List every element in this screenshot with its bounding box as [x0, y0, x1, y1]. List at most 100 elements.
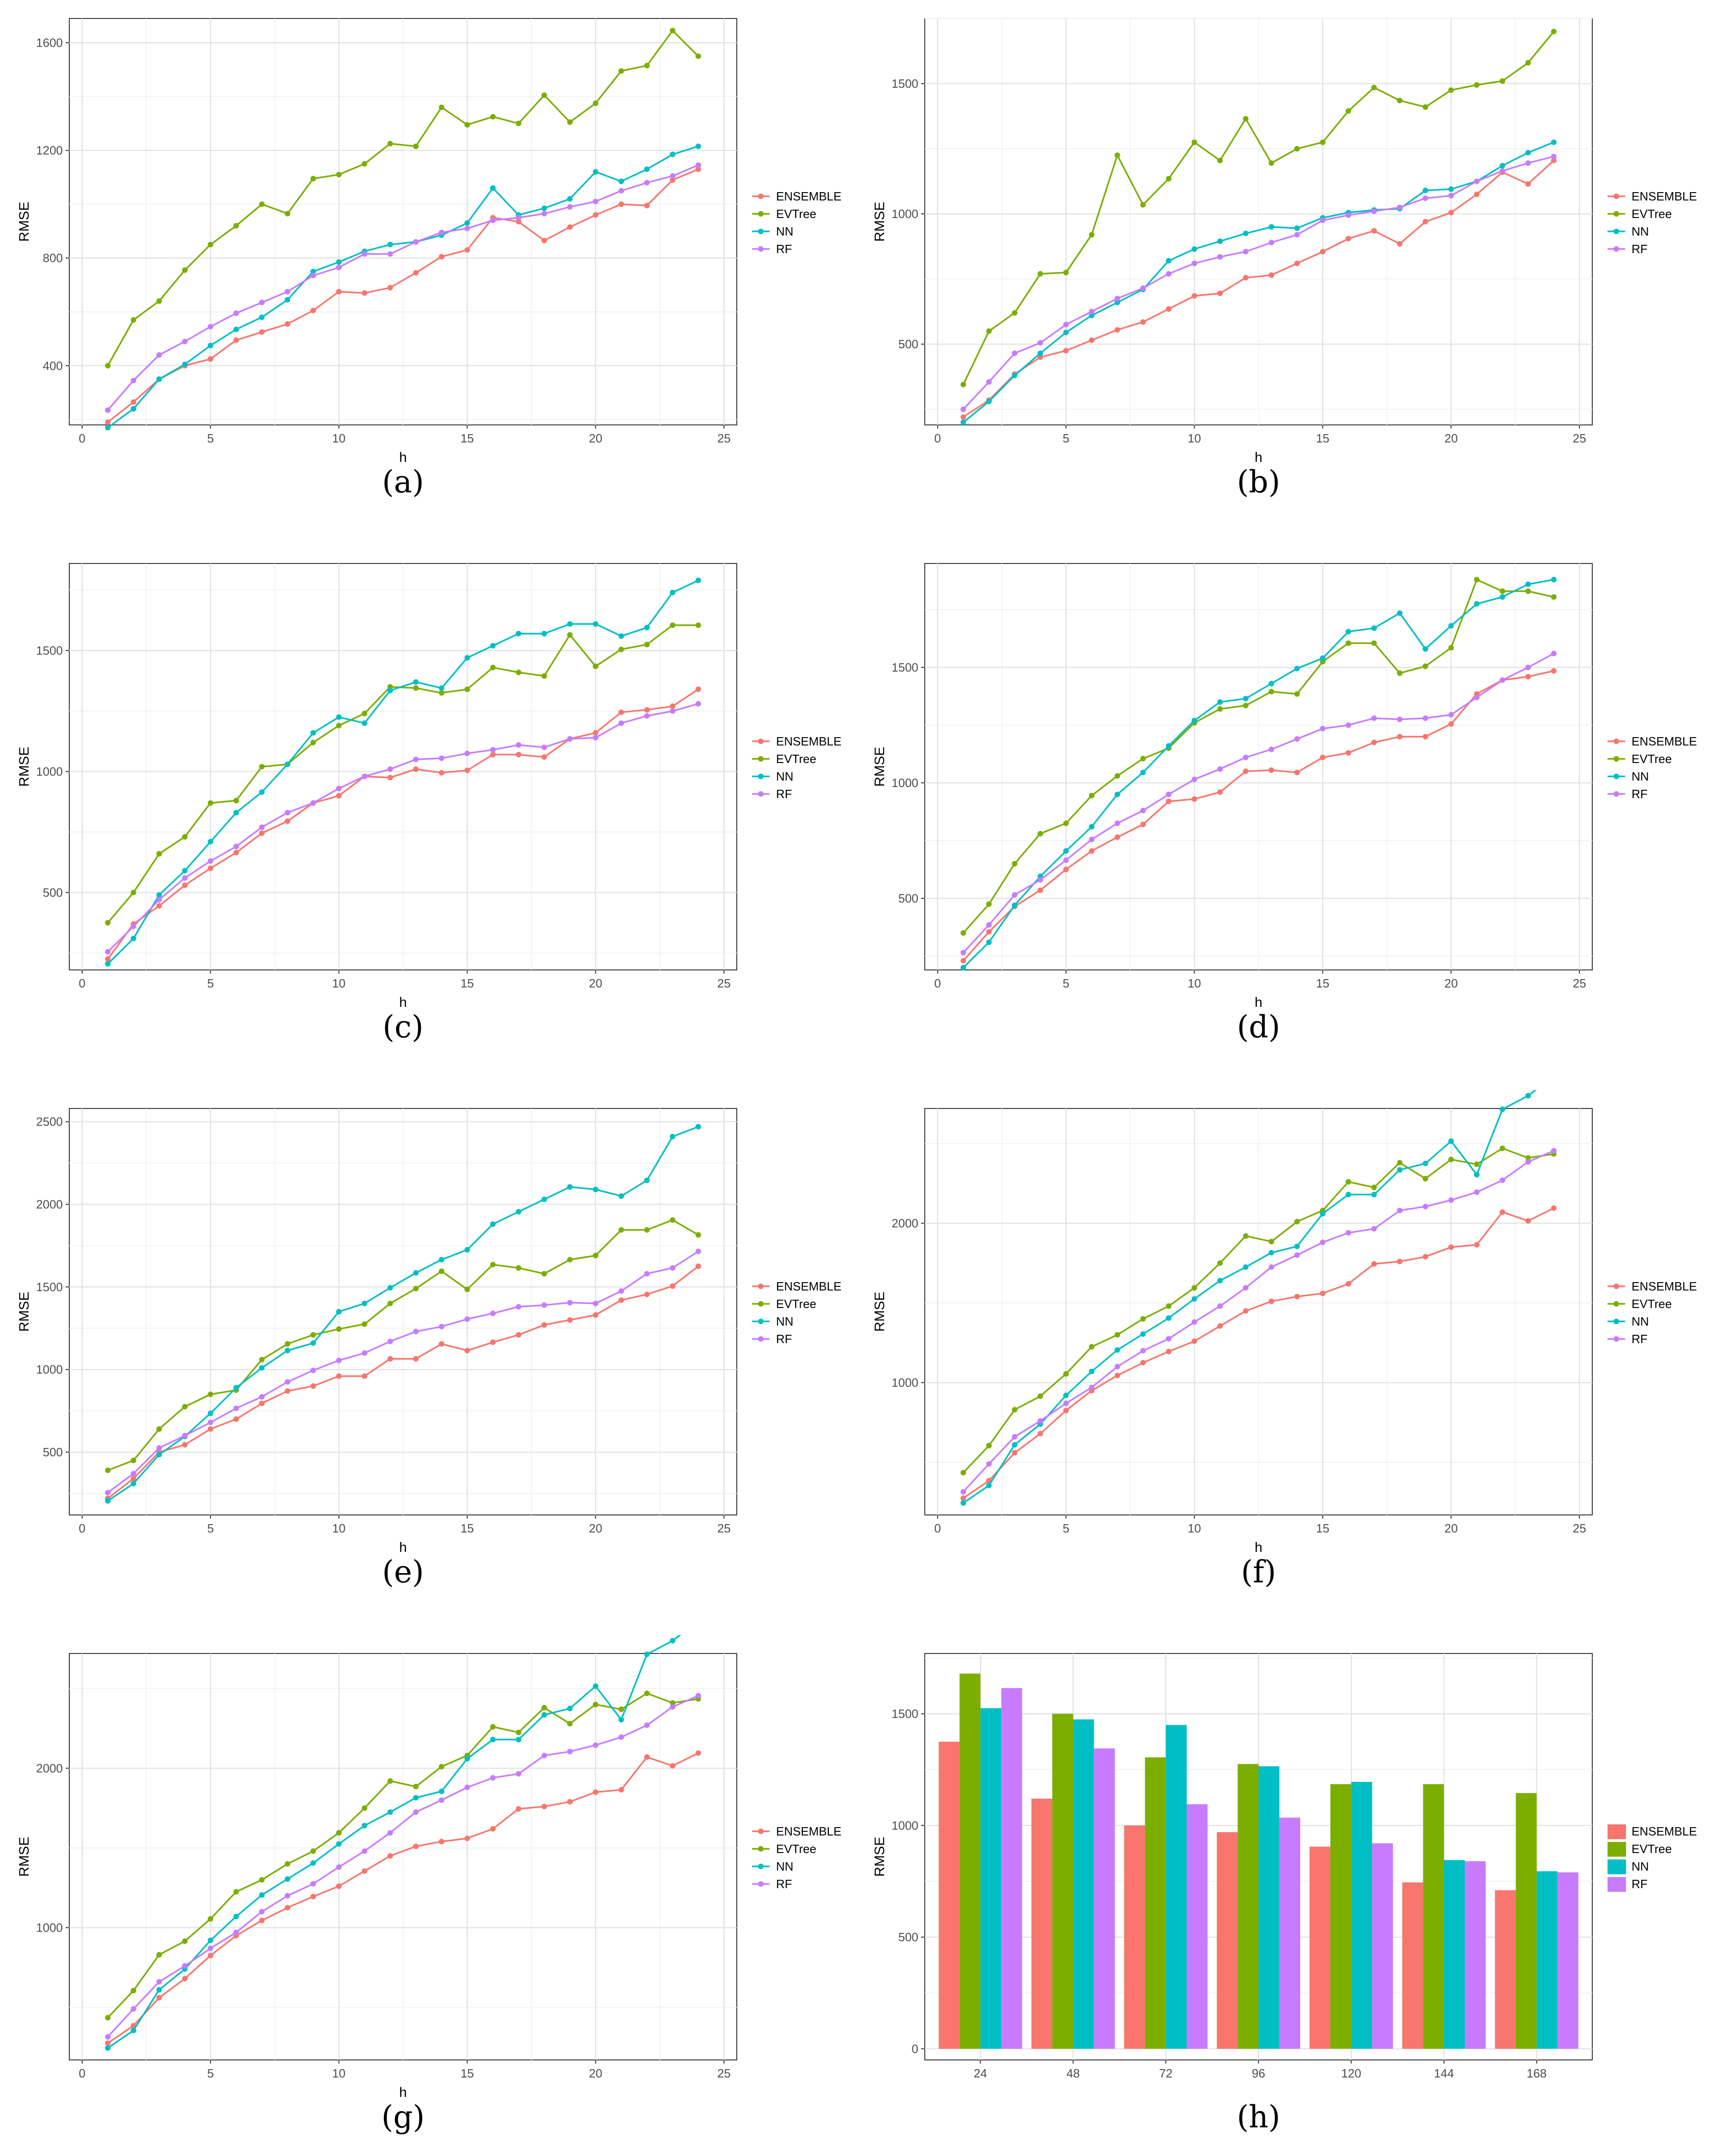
bar-rf — [1557, 1872, 1578, 2049]
data-point-rf — [1320, 218, 1326, 224]
data-point-nn — [207, 839, 213, 845]
data-point-evtree — [1165, 176, 1171, 182]
data-point-rf — [960, 1489, 966, 1495]
legend-key-point — [1614, 1336, 1619, 1342]
bar-evtree — [1238, 1764, 1259, 2049]
bar-nn — [1258, 1766, 1280, 2049]
data-point-rf — [387, 1830, 393, 1836]
data-point-rf — [1140, 285, 1146, 291]
data-point-ensemble — [644, 1291, 650, 1297]
legend-label-ensemble: ENSEMBLE — [776, 1279, 842, 1293]
data-point-evtree — [207, 242, 213, 248]
data-point-nn — [413, 1795, 419, 1801]
data-point-nn — [593, 1187, 599, 1193]
data-point-rf — [1474, 178, 1480, 184]
series-line-ensemble — [107, 688, 699, 960]
data-point-evtree — [1089, 232, 1095, 238]
data-point-rf — [1089, 1384, 1095, 1390]
data-point-rf — [387, 1338, 393, 1344]
series-line-rf — [963, 653, 1554, 953]
data-point-ensemble — [1063, 866, 1069, 872]
data-point-rf — [362, 1350, 368, 1356]
data-point-nn — [960, 1500, 966, 1506]
bar-rf — [1465, 1861, 1486, 2049]
data-point-evtree — [1422, 663, 1428, 669]
data-point-rf — [464, 225, 470, 231]
bar-ensemble — [1495, 1890, 1516, 2049]
data-point-rf — [1397, 1207, 1403, 1213]
series-line-nn — [107, 580, 699, 965]
data-point-nn — [593, 1683, 599, 1689]
data-point-rf — [541, 1302, 547, 1308]
x-tick-label: 15 — [461, 976, 474, 990]
data-point-nn — [1217, 699, 1223, 705]
data-point-rf — [516, 1771, 522, 1777]
data-point-ensemble — [1140, 1360, 1146, 1366]
data-point-evtree — [593, 663, 599, 669]
data-point-evtree — [1551, 29, 1557, 35]
data-point-evtree — [387, 1778, 393, 1784]
bar-nn — [1351, 1782, 1372, 2049]
data-point-ensemble — [259, 1400, 265, 1406]
series-line-evtree — [107, 624, 698, 923]
data-point-nn — [362, 720, 368, 726]
x-axis-label: h — [399, 1540, 407, 1555]
data-point-rf — [1191, 260, 1197, 266]
data-point-ensemble — [310, 308, 316, 314]
data-point-nn — [310, 1860, 316, 1866]
data-point-evtree — [644, 1690, 650, 1696]
data-point-nn — [1525, 581, 1531, 587]
data-point-ensemble — [516, 751, 522, 757]
data-point-ensemble — [1320, 755, 1326, 760]
data-point-evtree — [1499, 78, 1505, 84]
data-point-rf — [516, 215, 522, 221]
data-point-ensemble — [960, 958, 966, 963]
data-point-evtree — [233, 1889, 239, 1895]
data-point-evtree — [1422, 1175, 1428, 1181]
data-point-ensemble — [1217, 291, 1223, 297]
x-axis-label: h — [1255, 1540, 1262, 1555]
data-point-evtree — [1217, 706, 1223, 712]
data-point-ensemble — [1346, 750, 1352, 756]
legend-label-evtree: EVTree — [1632, 752, 1672, 766]
data-point-ensemble — [1114, 1373, 1120, 1379]
data-point-ensemble — [1499, 1209, 1505, 1215]
data-point-ensemble — [464, 247, 470, 253]
data-point-evtree — [438, 1268, 444, 1274]
data-point-evtree — [1371, 1184, 1377, 1190]
y-tick-label: 1500 — [892, 660, 918, 674]
data-point-evtree — [285, 211, 291, 217]
y-tick-label: 1500 — [36, 644, 63, 658]
data-point-nn — [207, 1938, 213, 1944]
data-point-ensemble — [1397, 734, 1403, 739]
data-point-nn — [233, 810, 239, 816]
data-point-ensemble — [567, 1317, 573, 1323]
data-point-ensemble — [1165, 306, 1171, 312]
subfigure-label: (b) — [1237, 464, 1280, 500]
legend-key-point — [758, 774, 764, 779]
x-tick-label: 72 — [1159, 2066, 1172, 2080]
data-point-evtree — [1320, 139, 1326, 145]
data-point-nn — [362, 1823, 368, 1829]
data-point-evtree — [1063, 820, 1069, 826]
data-point-ensemble — [233, 1416, 239, 1422]
series-line-ensemble — [963, 1207, 1554, 1499]
series-line-evtree — [107, 29, 699, 366]
data-point-nn — [1217, 238, 1223, 244]
data-point-evtree — [362, 1321, 368, 1327]
data-point-rf — [130, 923, 136, 929]
data-point-rf — [695, 701, 701, 707]
data-point-rf — [1038, 877, 1044, 883]
data-point-nn — [541, 630, 547, 636]
data-point-ensemble — [516, 1806, 522, 1812]
y-tick-label: 1000 — [36, 1921, 63, 1935]
data-point-evtree — [310, 176, 316, 182]
data-point-rf — [285, 810, 291, 816]
data-point-evtree — [310, 1848, 316, 1854]
data-point-evtree — [438, 690, 444, 696]
data-point-ensemble — [541, 1804, 547, 1810]
data-point-rf — [567, 1749, 573, 1755]
data-point-nn — [1268, 224, 1274, 230]
data-point-ensemble — [233, 337, 239, 343]
bar-nn — [1444, 1860, 1465, 2049]
